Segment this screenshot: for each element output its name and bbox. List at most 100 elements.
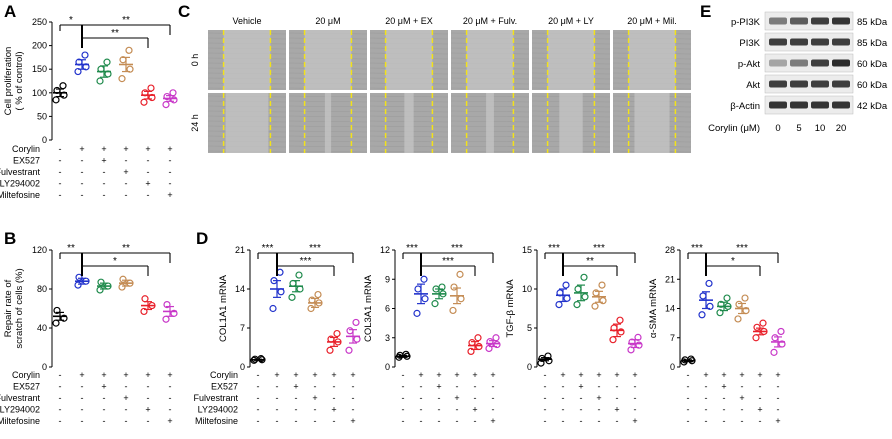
treatment-sign: - bbox=[169, 382, 172, 392]
band-size-label: 60 kDa bbox=[857, 59, 888, 70]
treatment-sign: - bbox=[147, 393, 150, 403]
treatment-sign: - bbox=[169, 179, 172, 189]
data-point bbox=[777, 327, 785, 336]
scratch-gap bbox=[404, 93, 414, 153]
treatment-sign: - bbox=[456, 405, 459, 415]
treatment-sign: - bbox=[59, 405, 62, 415]
treatment-sign: - bbox=[103, 393, 106, 403]
treatment-sign: - bbox=[276, 416, 279, 426]
treatment-sign: + bbox=[293, 382, 298, 392]
treatment-sign: + bbox=[101, 382, 106, 392]
treatment-sign: - bbox=[147, 190, 150, 200]
data-point bbox=[74, 67, 82, 76]
sig-label: *** bbox=[736, 243, 748, 254]
treatment-sign: - bbox=[59, 393, 62, 403]
treatment-sign: - bbox=[103, 179, 106, 189]
treatment-sign: + bbox=[721, 370, 726, 380]
treatment-sign: - bbox=[723, 416, 726, 426]
data-point bbox=[60, 314, 68, 322]
sig-label: ** bbox=[122, 15, 130, 26]
sig-label: *** bbox=[262, 243, 274, 254]
treatment-sign: + bbox=[167, 144, 172, 154]
treatment-sign: - bbox=[81, 416, 84, 426]
treatment-sign: - bbox=[777, 382, 780, 392]
treatment-sign: + bbox=[350, 370, 355, 380]
data-point bbox=[574, 285, 582, 293]
scratch-column-label: 20 μM + LY bbox=[548, 16, 594, 26]
treatment-sign: - bbox=[314, 405, 317, 415]
treatment-sign: - bbox=[257, 416, 260, 426]
data-point bbox=[140, 98, 148, 106]
treatment-sign: - bbox=[125, 156, 128, 166]
protein-band bbox=[832, 17, 850, 25]
protein-band bbox=[790, 80, 808, 88]
treatment-sign: + bbox=[123, 144, 128, 154]
treatment-sign: + bbox=[101, 156, 106, 166]
data-point bbox=[103, 58, 111, 66]
treatment-sign: - bbox=[257, 382, 260, 392]
data-point bbox=[706, 302, 714, 311]
data-point bbox=[421, 295, 429, 303]
treatment-sign: + bbox=[145, 370, 150, 380]
data-point bbox=[474, 334, 482, 342]
treatment-sign: - bbox=[562, 382, 565, 392]
treatment-sign: - bbox=[352, 382, 355, 392]
data-point bbox=[333, 329, 341, 338]
protein-band bbox=[811, 38, 829, 46]
sig-label: *** bbox=[548, 243, 560, 254]
treatment-sign: + bbox=[578, 370, 583, 380]
data-point bbox=[352, 318, 360, 327]
protein-label: p-PI3K bbox=[731, 17, 761, 28]
data-point bbox=[414, 285, 422, 293]
chart-B: 0 40 80 120 Repair rate of scratch of cells (… bbox=[0, 243, 178, 426]
treatment-sign: - bbox=[456, 382, 459, 392]
treatment-label: Fulvestrant bbox=[0, 167, 40, 177]
treatment-sign: + bbox=[490, 370, 495, 380]
protein-label: p-Akt bbox=[738, 59, 761, 70]
treatment-sign: - bbox=[438, 405, 441, 415]
data-point bbox=[493, 340, 501, 349]
gel-strip bbox=[764, 32, 854, 52]
y-tick-label: 28 bbox=[665, 245, 675, 255]
protein-band bbox=[832, 101, 850, 109]
treatment-sign: - bbox=[474, 416, 477, 426]
y-axis-label: Repair rate of bbox=[3, 279, 14, 337]
sig-label: *** bbox=[593, 243, 605, 254]
protein-label: PI3K bbox=[739, 38, 760, 49]
y-tick-label: 0 bbox=[240, 362, 245, 372]
scratch-gap bbox=[466, 30, 514, 90]
data-point bbox=[170, 96, 178, 104]
data-point bbox=[118, 283, 126, 291]
treatment-label: Corylin bbox=[12, 144, 40, 154]
protein-band bbox=[790, 101, 808, 109]
treatment-sign: + bbox=[123, 167, 128, 177]
treatment-sign: - bbox=[103, 167, 106, 177]
treatment-sign: - bbox=[580, 405, 583, 415]
protein-band bbox=[832, 80, 850, 88]
treatment-sign: - bbox=[544, 393, 547, 403]
treatment-sign: - bbox=[544, 416, 547, 426]
treatment-sign: - bbox=[169, 405, 172, 415]
treatment-sign: - bbox=[169, 156, 172, 166]
treatment-sign: + bbox=[775, 416, 780, 426]
treatment-sign: + bbox=[350, 416, 355, 426]
panel-letter-C: C bbox=[178, 2, 190, 21]
data-point bbox=[580, 273, 588, 281]
y-tick-label: 0 bbox=[42, 135, 47, 145]
treatment-label: EX527 bbox=[13, 156, 40, 166]
data-point bbox=[759, 319, 767, 327]
data-point bbox=[581, 293, 589, 301]
treatment-sign: - bbox=[352, 405, 355, 415]
sig-label: ** bbox=[586, 256, 594, 267]
treatment-sign: - bbox=[59, 179, 62, 189]
treatment-sign: + bbox=[167, 416, 172, 426]
treatment-sign: - bbox=[687, 382, 690, 392]
scratch-row-label: 24 h bbox=[190, 114, 200, 132]
treatment-sign: - bbox=[81, 179, 84, 189]
treatment-label: Miltefosine bbox=[0, 416, 40, 426]
treatment-sign: - bbox=[81, 382, 84, 392]
protein-band bbox=[769, 59, 787, 67]
treatment-sign: - bbox=[420, 416, 423, 426]
